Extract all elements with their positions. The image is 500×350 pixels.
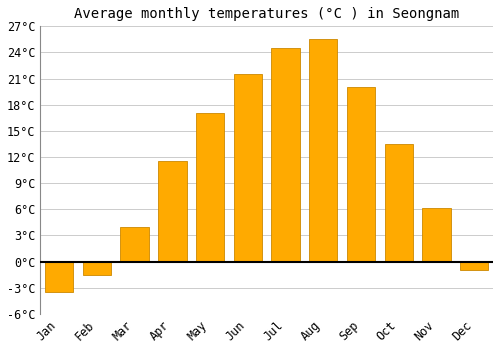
Bar — [272, 48, 299, 261]
Bar — [120, 227, 149, 261]
Bar — [234, 74, 262, 261]
Bar — [45, 261, 74, 292]
Bar — [384, 144, 413, 261]
Bar — [196, 113, 224, 261]
Title: Average monthly temperatures (°C ) in Seongnam: Average monthly temperatures (°C ) in Se… — [74, 7, 460, 21]
Bar — [309, 39, 338, 261]
Bar — [83, 261, 111, 275]
Bar — [422, 208, 450, 261]
Bar — [158, 161, 186, 261]
Bar — [347, 87, 375, 261]
Bar — [460, 261, 488, 270]
